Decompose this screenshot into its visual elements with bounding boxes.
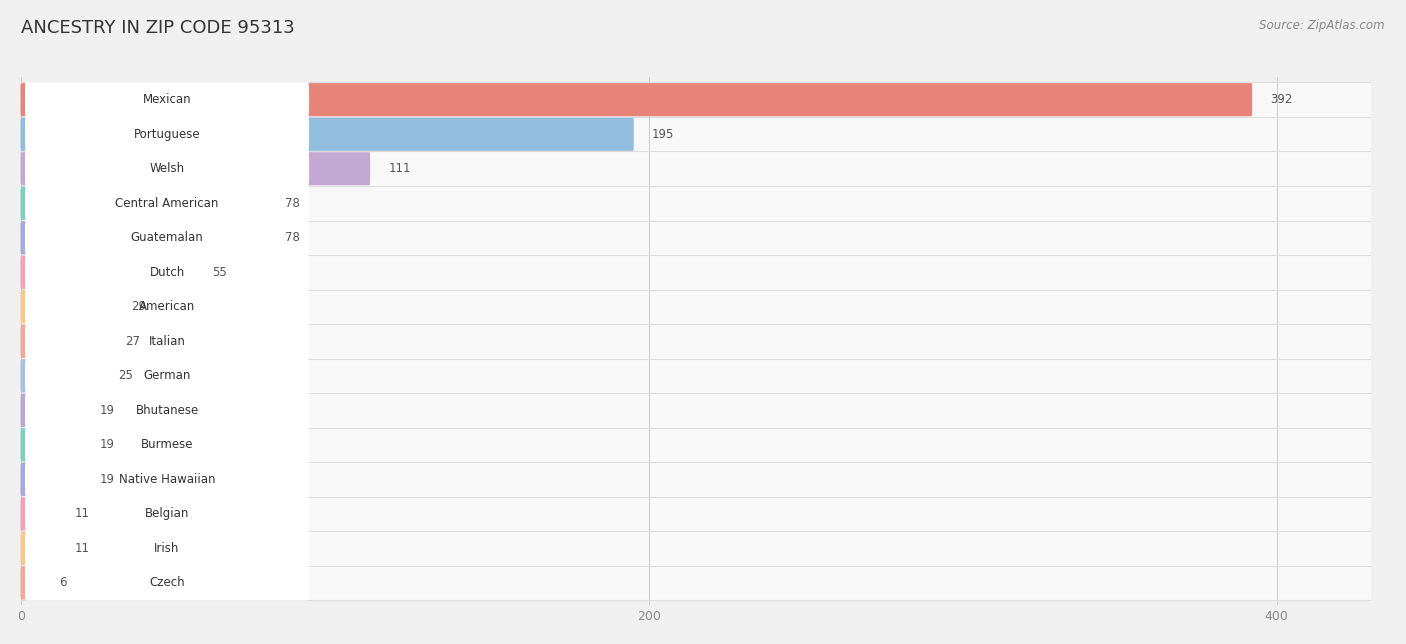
FancyBboxPatch shape <box>25 151 309 186</box>
Text: 392: 392 <box>1271 93 1292 106</box>
Text: Bhutanese: Bhutanese <box>135 404 198 417</box>
Text: ANCESTRY IN ZIP CODE 95313: ANCESTRY IN ZIP CODE 95313 <box>21 19 295 37</box>
Text: Mexican: Mexican <box>143 93 191 106</box>
Text: Source: ZipAtlas.com: Source: ZipAtlas.com <box>1260 19 1385 32</box>
Text: 11: 11 <box>75 507 90 520</box>
Text: 55: 55 <box>212 266 228 279</box>
FancyBboxPatch shape <box>21 325 107 358</box>
Text: 19: 19 <box>100 439 114 451</box>
Text: 19: 19 <box>100 473 114 486</box>
FancyBboxPatch shape <box>21 255 1371 290</box>
Text: Burmese: Burmese <box>141 439 193 451</box>
Text: German: German <box>143 370 191 383</box>
FancyBboxPatch shape <box>25 565 309 600</box>
Text: Native Hawaiian: Native Hawaiian <box>118 473 215 486</box>
Text: 78: 78 <box>285 197 299 210</box>
FancyBboxPatch shape <box>21 463 82 496</box>
Text: Guatemalan: Guatemalan <box>131 231 204 244</box>
FancyBboxPatch shape <box>21 187 267 220</box>
Text: Dutch: Dutch <box>149 266 184 279</box>
FancyBboxPatch shape <box>21 565 1371 600</box>
Text: Irish: Irish <box>155 542 180 555</box>
FancyBboxPatch shape <box>21 256 194 289</box>
Text: 19: 19 <box>100 404 114 417</box>
Text: Belgian: Belgian <box>145 507 190 520</box>
Text: Central American: Central American <box>115 197 219 210</box>
FancyBboxPatch shape <box>21 497 56 531</box>
Text: 6: 6 <box>59 576 66 589</box>
FancyBboxPatch shape <box>21 118 634 151</box>
FancyBboxPatch shape <box>25 462 309 497</box>
FancyBboxPatch shape <box>21 324 1371 359</box>
FancyBboxPatch shape <box>25 427 309 462</box>
Text: 195: 195 <box>652 128 675 141</box>
FancyBboxPatch shape <box>25 117 309 152</box>
FancyBboxPatch shape <box>21 462 1371 497</box>
FancyBboxPatch shape <box>25 531 309 566</box>
FancyBboxPatch shape <box>21 220 1371 255</box>
FancyBboxPatch shape <box>25 289 309 325</box>
FancyBboxPatch shape <box>25 324 309 359</box>
FancyBboxPatch shape <box>25 393 309 428</box>
Text: 11: 11 <box>75 542 90 555</box>
Text: Portuguese: Portuguese <box>134 128 201 141</box>
FancyBboxPatch shape <box>21 566 41 600</box>
Text: Italian: Italian <box>149 335 186 348</box>
FancyBboxPatch shape <box>21 532 56 565</box>
Text: 29: 29 <box>131 300 146 313</box>
FancyBboxPatch shape <box>21 186 1371 220</box>
FancyBboxPatch shape <box>21 428 1371 462</box>
FancyBboxPatch shape <box>25 497 309 531</box>
FancyBboxPatch shape <box>21 152 370 185</box>
Text: American: American <box>139 300 195 313</box>
Text: Welsh: Welsh <box>149 162 184 175</box>
Text: 27: 27 <box>125 335 139 348</box>
FancyBboxPatch shape <box>21 83 1253 117</box>
FancyBboxPatch shape <box>21 82 1371 117</box>
Text: 25: 25 <box>118 370 134 383</box>
Text: Czech: Czech <box>149 576 184 589</box>
FancyBboxPatch shape <box>21 393 1371 428</box>
FancyBboxPatch shape <box>25 254 309 290</box>
FancyBboxPatch shape <box>25 185 309 221</box>
FancyBboxPatch shape <box>21 393 82 427</box>
FancyBboxPatch shape <box>21 359 1371 393</box>
FancyBboxPatch shape <box>21 497 1371 531</box>
FancyBboxPatch shape <box>25 82 309 117</box>
FancyBboxPatch shape <box>21 531 1371 565</box>
FancyBboxPatch shape <box>21 428 82 462</box>
FancyBboxPatch shape <box>25 358 309 393</box>
FancyBboxPatch shape <box>25 220 309 256</box>
FancyBboxPatch shape <box>21 117 1371 151</box>
Text: 78: 78 <box>285 231 299 244</box>
Text: 111: 111 <box>388 162 411 175</box>
FancyBboxPatch shape <box>21 290 112 323</box>
FancyBboxPatch shape <box>21 290 1371 324</box>
FancyBboxPatch shape <box>21 221 267 254</box>
FancyBboxPatch shape <box>21 151 1371 186</box>
FancyBboxPatch shape <box>21 359 100 392</box>
